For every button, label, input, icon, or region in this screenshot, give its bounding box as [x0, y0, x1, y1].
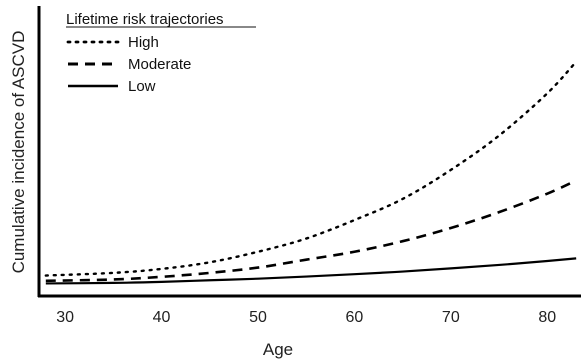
- y-axis-title: Cumulative incidence of ASCVD: [9, 31, 28, 274]
- x-tick-label-70: 70: [442, 309, 460, 326]
- x-tick-label-60: 60: [345, 309, 363, 326]
- legend: Lifetime risk trajectories High Moderate L…: [66, 11, 256, 95]
- legend-label-low: Low: [128, 78, 156, 95]
- series-line-low: [45, 257, 577, 285]
- x-tick-label-40: 40: [153, 309, 171, 326]
- x-tick-labels: 30 40 50 60 70 80: [56, 309, 556, 326]
- series-lines: [44, 60, 578, 285]
- series-line-moderate: [45, 179, 577, 283]
- legend-label-moderate: Moderate: [128, 56, 191, 73]
- legend-title: Lifetime risk trajectories: [66, 11, 224, 28]
- axes: [37, 6, 581, 298]
- x-tick-label-30: 30: [56, 309, 74, 326]
- legend-items: High Moderate Low: [66, 34, 191, 95]
- x-tick-label-50: 50: [249, 309, 267, 326]
- x-axis-title: Age: [263, 340, 293, 359]
- series-line-high: [44, 60, 578, 277]
- x-tick-label-80: 80: [538, 309, 556, 326]
- legend-label-high: High: [128, 34, 159, 51]
